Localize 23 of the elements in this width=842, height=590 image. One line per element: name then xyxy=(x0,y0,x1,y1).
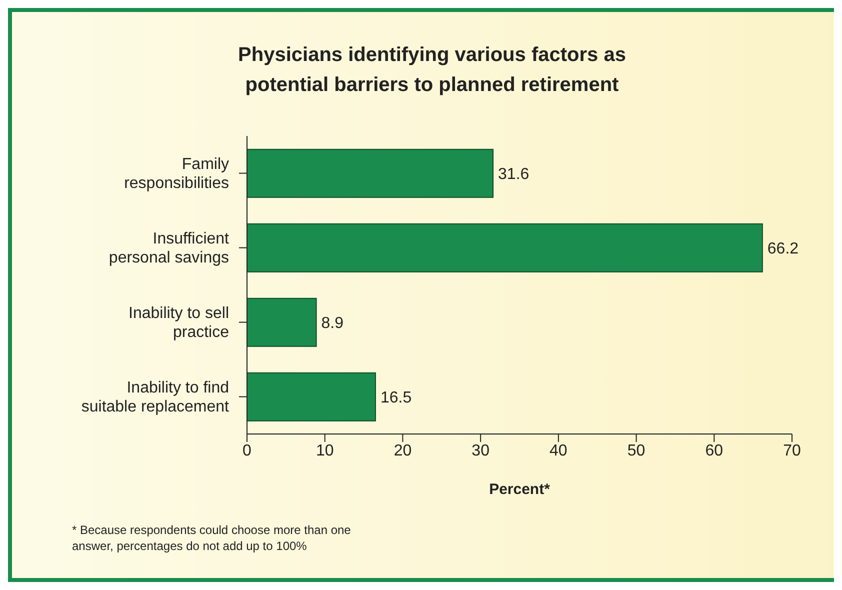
y-tick-label: Inability to find suitable replacement xyxy=(81,379,230,416)
bar xyxy=(247,148,494,198)
x-tick-label: 30 xyxy=(472,442,490,460)
y-tick-label: Family responsibilities xyxy=(124,156,229,192)
chart-title: Physicians identifying various factors as potential barriers to planned retirement xyxy=(237,43,627,98)
data-label: 8.9 xyxy=(321,315,344,332)
data-label: 31.6 xyxy=(498,166,530,184)
x-tick-label: 60 xyxy=(705,442,724,460)
x-tick-label: 10 xyxy=(316,442,334,460)
x-tick-label: 50 xyxy=(627,442,646,460)
y-tick-label: Inability to sell practice xyxy=(128,304,230,341)
text: * Because respondents could choose more than one answer, percentages do not add up to 100% xyxy=(72,522,352,554)
bar xyxy=(247,223,763,272)
x-tick-label: 0 xyxy=(242,442,252,460)
x-tick-label: 70 xyxy=(783,442,801,460)
y-tick-label: Insufficient personal savings xyxy=(108,230,230,266)
bar xyxy=(247,298,317,347)
x-tick-label: 40 xyxy=(550,442,568,460)
bar xyxy=(247,372,376,422)
data-label: 66.2 xyxy=(767,240,799,258)
x-tick-label: 20 xyxy=(394,442,412,460)
data-label: 16.5 xyxy=(380,390,412,407)
x-axis-title: Percent* xyxy=(489,481,550,498)
